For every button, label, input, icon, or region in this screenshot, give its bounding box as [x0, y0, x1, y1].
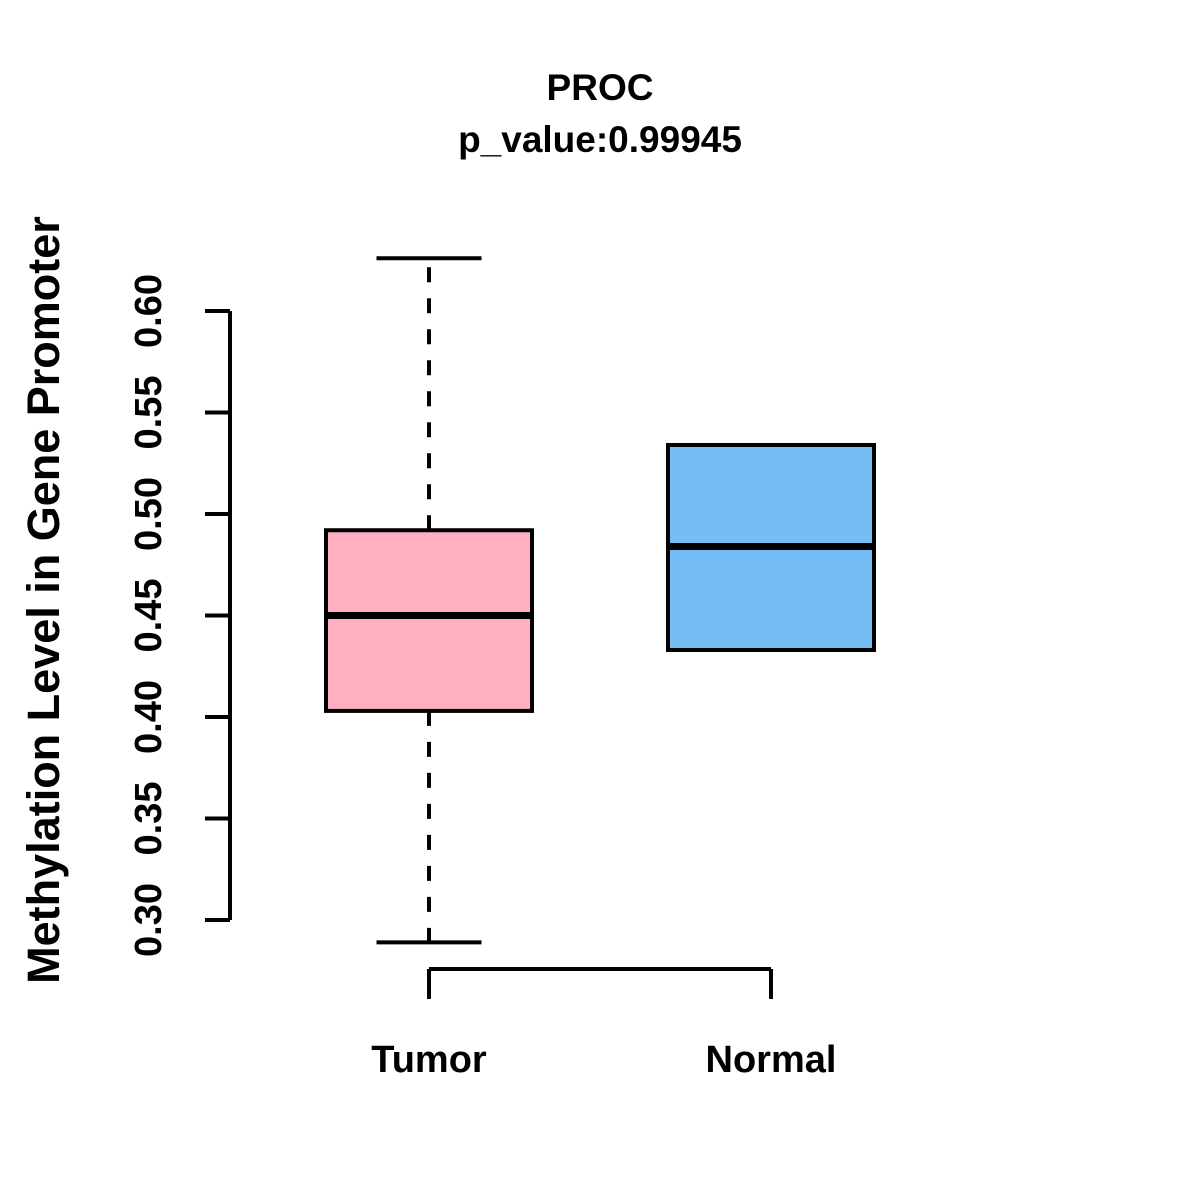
y-axis-tick-label: 0.55 — [128, 376, 170, 450]
y-axis-tick-label: 0.45 — [128, 579, 170, 653]
y-axis-tick-label: 0.40 — [128, 680, 170, 754]
y-axis-tick-label: 0.50 — [128, 477, 170, 551]
x-axis-category-label: Normal — [706, 1039, 837, 1081]
chart-subtitle: p_value:0.99945 — [458, 119, 742, 160]
y-axis-tick-label: 0.35 — [128, 782, 170, 856]
x-axis-category-label: Tumor — [371, 1039, 487, 1081]
chart-title: PROC — [546, 67, 654, 108]
y-axis-tick-label: 0.30 — [128, 883, 170, 957]
y-axis-tick-label: 0.60 — [128, 274, 170, 348]
box-tumor — [324, 528, 534, 713]
chart-title-block: PROC p_value:0.99945 — [0, 62, 1200, 166]
